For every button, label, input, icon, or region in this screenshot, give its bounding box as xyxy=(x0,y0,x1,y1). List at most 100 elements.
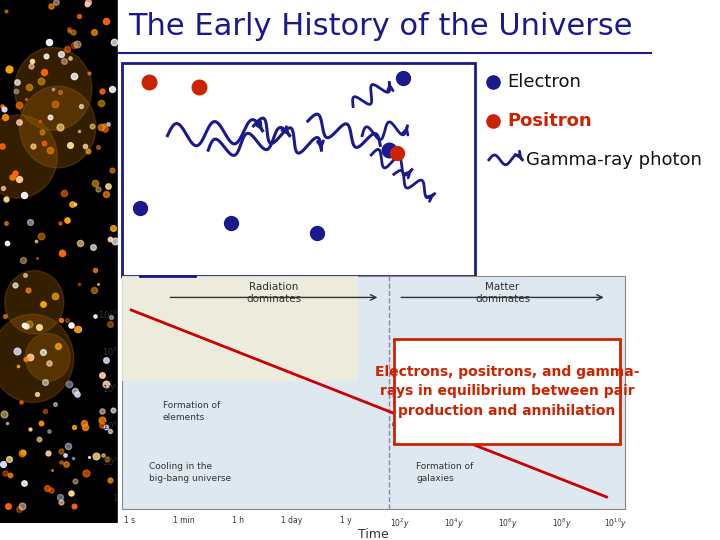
Point xyxy=(45,146,56,154)
Point xyxy=(60,460,72,468)
Text: $10^{10}y$: $10^{10}y$ xyxy=(604,516,627,531)
Point xyxy=(73,280,85,289)
Text: 1 day: 1 day xyxy=(281,516,302,525)
Point xyxy=(89,266,101,274)
Point xyxy=(71,389,83,398)
Point xyxy=(39,378,50,387)
Point xyxy=(61,45,73,53)
Point xyxy=(96,406,107,415)
Point xyxy=(66,199,78,208)
Point xyxy=(25,62,37,71)
Point xyxy=(97,450,109,459)
Text: 1 y: 1 y xyxy=(340,516,351,525)
Point xyxy=(31,390,42,399)
Circle shape xyxy=(19,86,96,168)
Text: $10^4y$: $10^4y$ xyxy=(444,516,464,531)
Point xyxy=(13,505,24,514)
Text: $10^6$: $10^6$ xyxy=(102,382,117,395)
Point xyxy=(19,271,31,280)
Point xyxy=(17,501,28,510)
Point xyxy=(391,148,402,157)
Point xyxy=(43,37,55,46)
Point xyxy=(100,380,112,388)
Bar xyxy=(117,0,652,523)
Point xyxy=(64,141,76,150)
Circle shape xyxy=(0,115,58,198)
Point xyxy=(384,146,395,154)
Point xyxy=(61,316,73,325)
Point xyxy=(13,100,24,109)
Bar xyxy=(122,63,475,276)
Point xyxy=(21,322,32,330)
Point xyxy=(0,468,11,477)
Text: Gamma-ray photon: Gamma-ray photon xyxy=(526,151,702,169)
Text: $10^2y$: $10^2y$ xyxy=(390,516,410,531)
Point xyxy=(55,123,66,131)
Point xyxy=(27,57,38,66)
Point xyxy=(17,449,28,458)
Point xyxy=(92,143,104,151)
Point xyxy=(58,188,69,197)
Point xyxy=(102,454,113,463)
Point xyxy=(1,419,12,428)
Point xyxy=(38,68,50,76)
Point xyxy=(135,204,146,213)
Text: 1 min: 1 min xyxy=(173,516,194,525)
Point xyxy=(0,460,9,469)
Point xyxy=(15,398,27,407)
Point xyxy=(35,232,46,241)
Point xyxy=(68,502,80,510)
Point xyxy=(55,447,67,455)
Text: Electron: Electron xyxy=(507,73,581,91)
Point xyxy=(24,218,36,227)
Point xyxy=(9,168,20,177)
Point xyxy=(55,316,66,325)
Point xyxy=(40,407,51,415)
Point xyxy=(63,26,75,35)
Point xyxy=(49,99,60,108)
Point xyxy=(55,247,67,256)
Point xyxy=(79,141,91,150)
Point xyxy=(38,138,50,147)
Point xyxy=(1,238,13,247)
Point xyxy=(96,123,107,131)
Point xyxy=(55,458,67,467)
Point xyxy=(91,451,102,460)
Point xyxy=(0,312,11,321)
Point xyxy=(92,280,104,288)
Bar xyxy=(122,276,359,381)
Point xyxy=(27,141,39,150)
Point xyxy=(7,172,19,181)
Point xyxy=(73,325,84,333)
Circle shape xyxy=(14,48,92,130)
Point xyxy=(69,476,81,485)
Point xyxy=(109,237,120,246)
Text: Recombination: Recombination xyxy=(392,359,401,426)
Point xyxy=(54,88,66,97)
Point xyxy=(35,77,47,86)
Text: Formation of
galaxies: Formation of galaxies xyxy=(416,462,474,483)
Point xyxy=(11,346,22,355)
Point xyxy=(55,492,66,501)
Text: 1: 1 xyxy=(112,495,117,503)
Point xyxy=(24,425,36,434)
Point xyxy=(43,359,55,367)
Point xyxy=(71,39,83,48)
Text: $10^{10}$: $10^{10}$ xyxy=(98,309,117,321)
Point xyxy=(68,40,79,49)
Point xyxy=(88,285,99,294)
Point xyxy=(68,454,79,462)
Text: 1 s: 1 s xyxy=(124,516,135,525)
Point xyxy=(55,249,67,258)
Point xyxy=(46,466,58,475)
Point xyxy=(82,0,94,6)
Point xyxy=(101,17,112,25)
Point xyxy=(96,416,108,424)
Point xyxy=(45,2,57,11)
Point xyxy=(37,299,49,308)
Point xyxy=(50,0,62,6)
Point xyxy=(104,319,116,328)
Point xyxy=(61,216,73,225)
Point xyxy=(42,483,53,492)
Text: $10^8$: $10^8$ xyxy=(102,346,117,358)
